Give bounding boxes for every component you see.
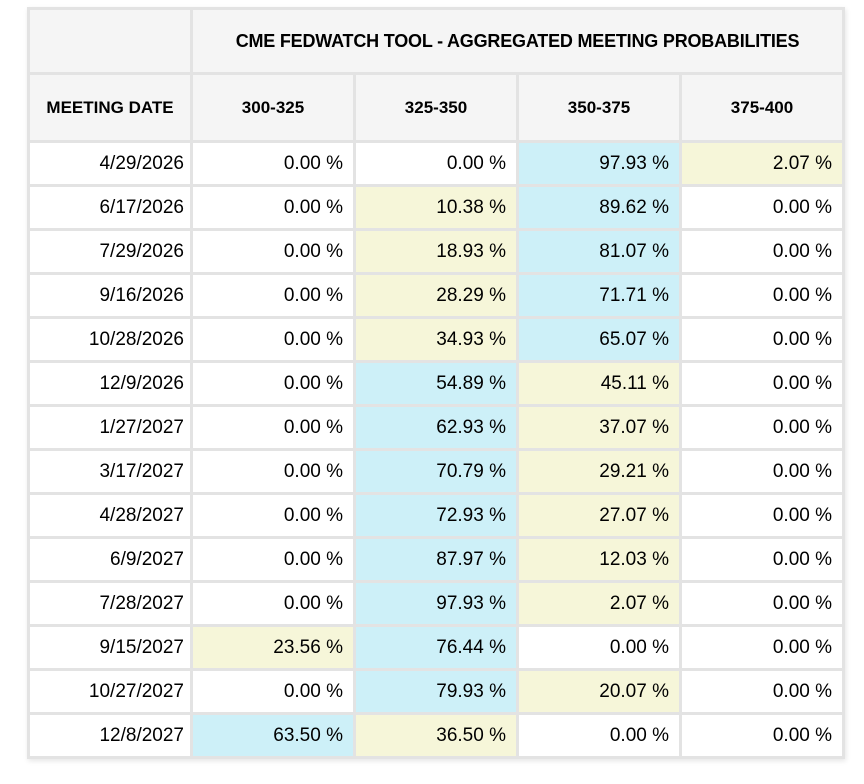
probability-cell: 97.93 %	[353, 580, 519, 627]
probability-cell: 0.00 %	[190, 360, 356, 407]
meeting-date-cell: 7/29/2026	[27, 228, 193, 275]
table-row: 12/9/2026 0.00 % 54.89 % 45.11 % 0.00 %	[27, 360, 845, 407]
probability-cell: 76.44 %	[353, 624, 519, 671]
probability-cell: 27.07 %	[516, 492, 682, 539]
fedwatch-probabilities-table: CME FEDWATCH TOOL - AGGREGATED MEETING P…	[27, 7, 845, 759]
probability-cell: 72.93 %	[353, 492, 519, 539]
meeting-date-cell: 6/17/2026	[27, 184, 193, 231]
table-row: 9/15/2027 23.56 % 76.44 % 0.00 % 0.00 %	[27, 624, 845, 671]
probability-cell: 2.07 %	[516, 580, 682, 627]
probability-cell: 0.00 %	[679, 624, 845, 671]
probability-cell: 70.79 %	[353, 448, 519, 495]
probability-cell: 2.07 %	[679, 140, 845, 187]
meeting-date-cell: 12/9/2026	[27, 360, 193, 407]
table-row: 3/17/2027 0.00 % 70.79 % 29.21 % 0.00 %	[27, 448, 845, 495]
probability-cell: 0.00 %	[516, 624, 682, 671]
probability-cell: 0.00 %	[679, 360, 845, 407]
probability-cell: 45.11 %	[516, 360, 682, 407]
probability-cell: 0.00 %	[679, 272, 845, 319]
probability-cell: 18.93 %	[353, 228, 519, 275]
column-header-row: MEETING DATE 300-325 325-350 350-375 375…	[27, 72, 845, 143]
probability-cell: 87.97 %	[353, 536, 519, 583]
probability-cell: 0.00 %	[190, 536, 356, 583]
probability-cell: 0.00 %	[190, 492, 356, 539]
probability-cell: 0.00 %	[679, 580, 845, 627]
probability-cell: 0.00 %	[679, 536, 845, 583]
probability-cell: 62.93 %	[353, 404, 519, 451]
table-title: CME FEDWATCH TOOL - AGGREGATED MEETING P…	[190, 7, 845, 75]
probability-cell: 0.00 %	[190, 580, 356, 627]
probability-cell: 0.00 %	[190, 272, 356, 319]
column-header-375-400: 375-400	[679, 72, 845, 143]
probability-cell: 37.07 %	[516, 404, 682, 451]
meeting-date-cell: 3/17/2027	[27, 448, 193, 495]
probability-cell: 0.00 %	[190, 404, 356, 451]
probability-cell: 0.00 %	[679, 184, 845, 231]
probability-cell: 36.50 %	[353, 712, 519, 759]
table-row: 10/28/2026 0.00 % 34.93 % 65.07 % 0.00 %	[27, 316, 845, 363]
probability-cell: 0.00 %	[679, 712, 845, 759]
table-body: 4/29/2026 0.00 % 0.00 % 97.93 % 2.07 % 6/17/2…	[27, 140, 845, 759]
probability-cell: 0.00 %	[679, 448, 845, 495]
column-header-300-325: 300-325	[190, 72, 356, 143]
probability-cell: 34.93 %	[353, 316, 519, 363]
probability-cell: 81.07 %	[516, 228, 682, 275]
probability-cell: 89.62 %	[516, 184, 682, 231]
probability-cell: 0.00 %	[190, 184, 356, 231]
meeting-date-cell: 10/27/2027	[27, 668, 193, 715]
probability-cell: 0.00 %	[679, 492, 845, 539]
probability-cell: 0.00 %	[679, 404, 845, 451]
probability-cell: 0.00 %	[190, 140, 356, 187]
table-row: 7/28/2027 0.00 % 97.93 % 2.07 % 0.00 %	[27, 580, 845, 627]
meeting-date-cell: 12/8/2027	[27, 712, 193, 759]
table-row: 9/16/2026 0.00 % 28.29 % 71.71 % 0.00 %	[27, 272, 845, 319]
probability-cell: 79.93 %	[353, 668, 519, 715]
probability-cell: 29.21 %	[516, 448, 682, 495]
probability-cell: 28.29 %	[353, 272, 519, 319]
meeting-date-cell: 9/15/2027	[27, 624, 193, 671]
probability-cell: 97.93 %	[516, 140, 682, 187]
table-row: 7/29/2026 0.00 % 18.93 % 81.07 % 0.00 %	[27, 228, 845, 275]
probability-cell: 65.07 %	[516, 316, 682, 363]
table-row: 6/9/2027 0.00 % 87.97 % 12.03 % 0.00 %	[27, 536, 845, 583]
probability-cell: 20.07 %	[516, 668, 682, 715]
table-row: 6/17/2026 0.00 % 10.38 % 89.62 % 0.00 %	[27, 184, 845, 231]
column-header-meeting-date: MEETING DATE	[27, 72, 193, 143]
probability-cell: 23.56 %	[190, 624, 356, 671]
probability-cell: 12.03 %	[516, 536, 682, 583]
probability-cell: 0.00 %	[190, 448, 356, 495]
probability-cell: 10.38 %	[353, 184, 519, 231]
probability-cell: 0.00 %	[679, 316, 845, 363]
banner-row: CME FEDWATCH TOOL - AGGREGATED MEETING P…	[27, 7, 845, 75]
meeting-date-cell: 1/27/2027	[27, 404, 193, 451]
corner-cell	[27, 7, 193, 75]
probability-cell: 0.00 %	[516, 712, 682, 759]
probability-cell: 0.00 %	[353, 140, 519, 187]
meeting-date-cell: 6/9/2027	[27, 536, 193, 583]
meeting-date-cell: 9/16/2026	[27, 272, 193, 319]
table-row: 4/28/2027 0.00 % 72.93 % 27.07 % 0.00 %	[27, 492, 845, 539]
column-header-325-350: 325-350	[353, 72, 519, 143]
meeting-date-cell: 10/28/2026	[27, 316, 193, 363]
table-row: 1/27/2027 0.00 % 62.93 % 37.07 % 0.00 %	[27, 404, 845, 451]
probability-cell: 0.00 %	[679, 228, 845, 275]
probability-cell: 63.50 %	[190, 712, 356, 759]
table-row: 4/29/2026 0.00 % 0.00 % 97.93 % 2.07 %	[27, 140, 845, 187]
probability-cell: 0.00 %	[679, 668, 845, 715]
probability-cell: 0.00 %	[190, 316, 356, 363]
table-row: 10/27/2027 0.00 % 79.93 % 20.07 % 0.00 %	[27, 668, 845, 715]
probability-cell: 71.71 %	[516, 272, 682, 319]
probability-cell: 54.89 %	[353, 360, 519, 407]
probability-cell: 0.00 %	[190, 668, 356, 715]
table-row: 12/8/2027 63.50 % 36.50 % 0.00 % 0.00 %	[27, 712, 845, 759]
meeting-date-cell: 7/28/2027	[27, 580, 193, 627]
probability-cell: 0.00 %	[190, 228, 356, 275]
meeting-date-cell: 4/29/2026	[27, 140, 193, 187]
column-header-350-375: 350-375	[516, 72, 682, 143]
meeting-date-cell: 4/28/2027	[27, 492, 193, 539]
